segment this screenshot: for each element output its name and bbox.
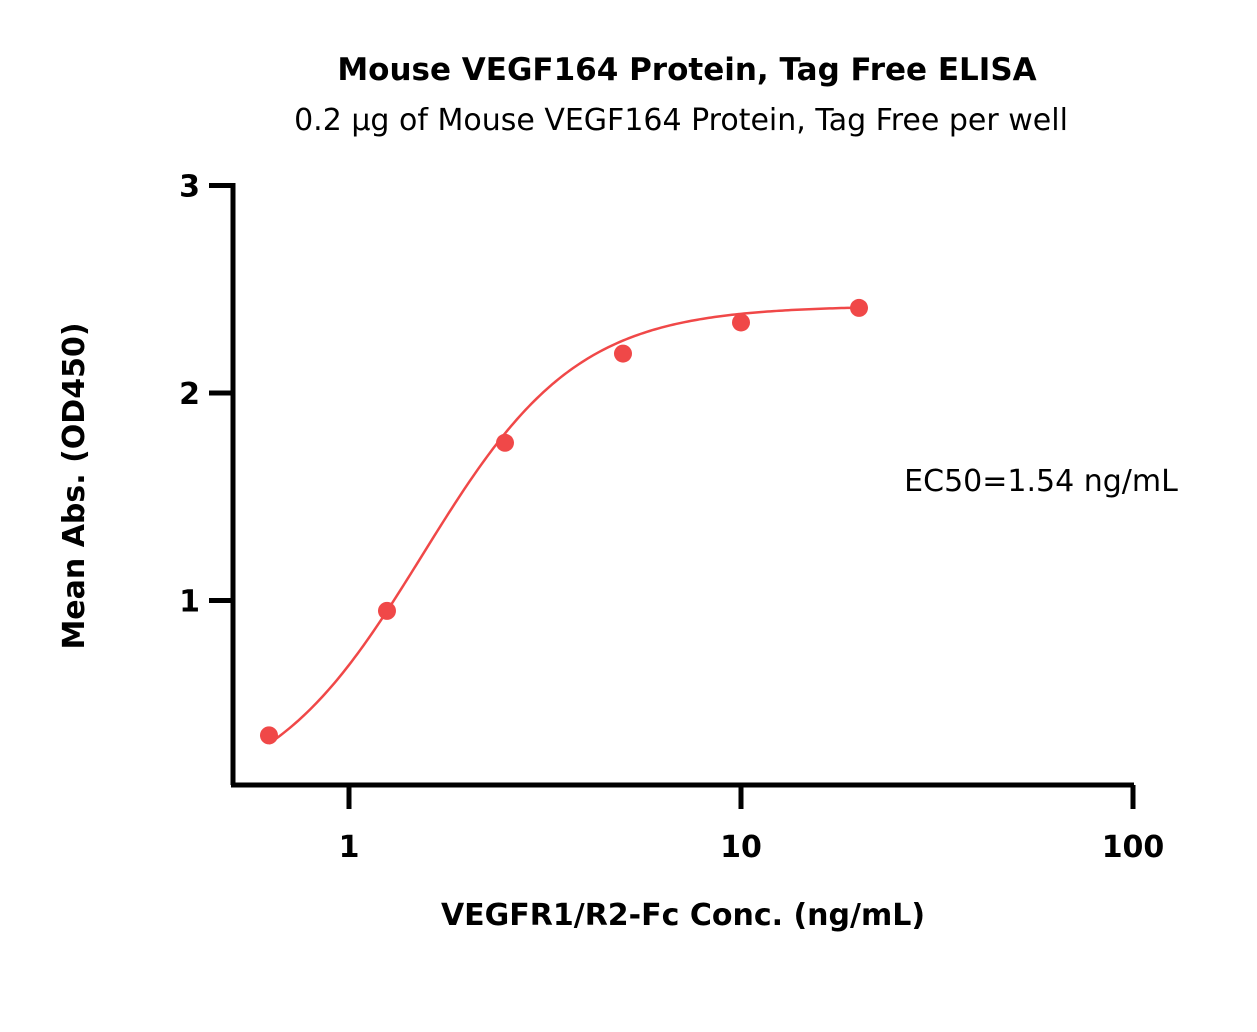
data-point: [850, 298, 869, 317]
ec50-annotation: EC50=1.54 ng/mL: [904, 464, 1178, 499]
chart-title: Mouse VEGF164 Protein, Tag Free ELISA: [337, 52, 1036, 88]
x-tick-label-100: 100: [1102, 830, 1165, 865]
axes: [230, 183, 1134, 788]
data-point: [495, 433, 514, 452]
y-tick-label-1: 1: [179, 585, 200, 620]
data-point: [613, 344, 632, 363]
data-points-layer: [259, 298, 869, 745]
data-point: [732, 313, 750, 332]
data-point: [377, 601, 396, 620]
chart-subtitle: 0.2 µg of Mouse VEGF164 Protein, Tag Fre…: [294, 103, 1068, 138]
x-tick-label-10: 10: [720, 830, 762, 865]
y-axis-title: Mean Abs. (OD450): [57, 322, 92, 649]
x-tick-label-1: 1: [339, 830, 360, 865]
ticks: 1 10 100 1 2 3: [179, 170, 1164, 866]
y-tick-label-3: 3: [179, 170, 200, 205]
fit-curve-layer: [268, 306, 860, 745]
data-point: [259, 726, 278, 745]
y-tick-label-2: 2: [179, 377, 200, 412]
x-axis-title: VEGFR1/R2-Fc Conc. (ng/mL): [441, 898, 925, 933]
fit-curve: [268, 306, 860, 745]
